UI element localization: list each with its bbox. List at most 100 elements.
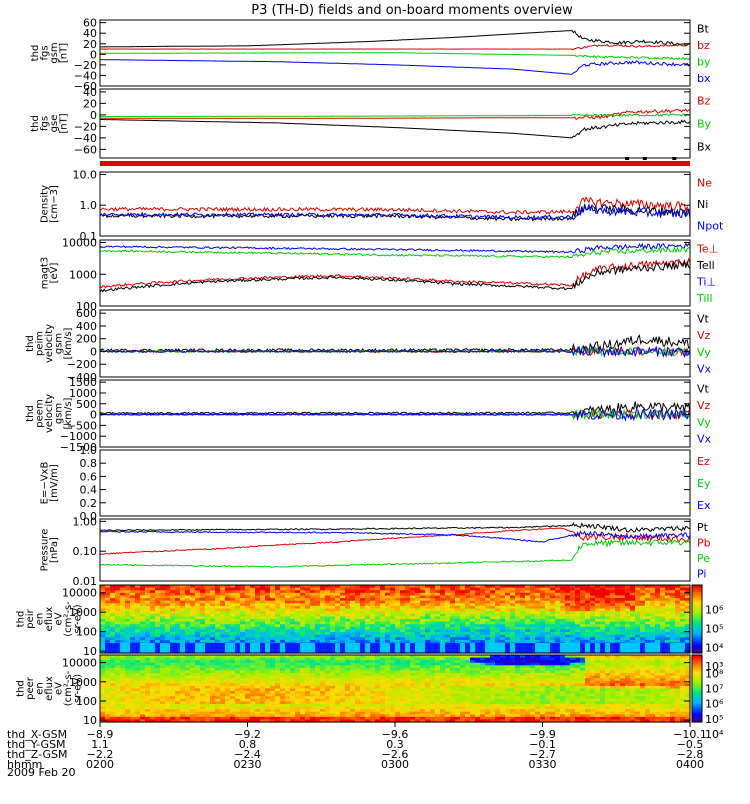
heatmap-cell [445, 643, 451, 653]
ytick-label-4-0: 10000 [62, 237, 97, 250]
heatmap-cell [555, 643, 561, 653]
heatmap-cell [575, 643, 581, 653]
legend-5-vz: Vz [697, 329, 711, 342]
heatmap-cell [270, 643, 276, 653]
heatmap-cell [155, 643, 161, 653]
heatmap-cell [420, 643, 426, 653]
heatmap-cell [245, 643, 251, 653]
ytick-label-4-1: 1000 [69, 268, 97, 281]
series-1-bt [100, 31, 690, 47]
heatmap-cell [610, 643, 616, 653]
legend-5-vt: Vt [697, 312, 710, 325]
heatmap-cell [660, 643, 666, 653]
ylabel-1-3: [nT] [58, 43, 69, 63]
series-3-ne [100, 197, 690, 214]
heatmap-cell [235, 643, 241, 653]
heatmap-cell [615, 643, 621, 653]
heatmap-cell [505, 643, 511, 653]
legend-6-vt: Vt [697, 382, 710, 395]
heatmap-cell [595, 643, 601, 653]
legend-8-pb: Pb [697, 536, 711, 549]
heatmap-cell [365, 643, 371, 653]
heatmap-cell [165, 643, 171, 653]
heatmap-cell [570, 643, 576, 653]
heatmap-cell [465, 643, 471, 653]
heatmap-cell [130, 643, 136, 653]
heatmap-cell [405, 643, 411, 653]
series-8-pt [100, 523, 690, 532]
heatmap-cell [305, 643, 311, 653]
ytick-label-8-0: 1.00 [73, 515, 98, 528]
legend-3-npot: Npot [697, 219, 724, 232]
ytick-label-5-3: 0 [90, 345, 97, 358]
heatmap-cell [630, 643, 636, 653]
heatmap-cell [395, 643, 401, 653]
heatmap-cell [260, 643, 266, 653]
heatmap-cell [430, 643, 436, 653]
heatmap-cell [425, 643, 431, 653]
heatmap-cell [510, 643, 516, 653]
ylabel-9-6: sr-eV) [73, 604, 84, 633]
heatmap-cell [200, 643, 206, 653]
heatmap-cell [175, 643, 181, 653]
heatmap-cell [110, 643, 116, 653]
series-1-bz [100, 44, 690, 50]
heatmap-cell [470, 643, 476, 653]
heatmap-cell [355, 643, 361, 653]
heatmap-cell [530, 643, 536, 653]
ylabel-8-1: [nPa] [49, 537, 60, 563]
heatmap-cell [435, 643, 441, 653]
legend-1-bt: Bt [697, 22, 710, 35]
legend-7-ey: Ey [697, 477, 711, 490]
legend-7-ex: Ex [697, 499, 711, 512]
legend-4-te⊥: Te⊥ [696, 242, 718, 255]
series-4-tell [100, 262, 690, 292]
heatmap-cell [460, 643, 466, 653]
heatmap-cell [525, 643, 531, 653]
heatmap-cell [170, 643, 176, 653]
legend-6-vx: Vx [697, 433, 712, 446]
legend-3-ne: Ne [697, 177, 712, 190]
heatmap-cell [665, 643, 671, 653]
colorbar-label-9-1: 10⁵ [705, 622, 723, 635]
legend-8-pt: Pt [697, 521, 709, 534]
ytick-label-7-0: 1.0 [80, 444, 98, 457]
mode-bar [100, 161, 690, 166]
heatmap-cell [145, 643, 151, 653]
panel-10: 10⁸10⁷10⁶10⁵10⁴10000100010010thdpeerenef… [16, 655, 724, 741]
heatmap-cell [350, 643, 356, 653]
legend-5-vx: Vx [697, 363, 712, 376]
legend-1-bx: bx [697, 72, 711, 85]
ylabel-5-4: [km/s] [63, 327, 74, 359]
heatmap-cell [325, 643, 331, 653]
series-1-bx [100, 60, 690, 75]
ytick-label-9-0: 10000 [62, 587, 97, 600]
heatmap-cell [675, 643, 681, 653]
heatmap-cell [450, 643, 456, 653]
heatmap-cell [215, 643, 221, 653]
legend-1-by: by [697, 55, 711, 68]
ytick-label-5-0: 600 [76, 307, 97, 320]
legend-5-vy: Vy [697, 346, 711, 359]
heatmap-cell [590, 643, 596, 653]
legend-4-till: Till [696, 292, 713, 305]
legend-6-vy: Vy [697, 416, 711, 429]
heatmap-cell [565, 643, 571, 653]
legend-1-bz: bz [697, 39, 710, 52]
heatmap-cell [140, 643, 146, 653]
figure-title: P3 (TH-D) fields and on-board moments ov… [251, 3, 573, 18]
heatmap-cell [455, 643, 461, 653]
heatmap-cell [230, 643, 236, 653]
heatmap-cell [265, 643, 271, 653]
legend-4-ti⊥: Ti⊥ [696, 275, 716, 288]
heatmap-cell [410, 643, 416, 653]
ytick-label-2-5: −60 [74, 143, 97, 156]
heatmap-cell [550, 643, 556, 653]
heatmap-cell [485, 643, 491, 653]
heatmap-cell [540, 643, 546, 653]
panel-4-frame [100, 240, 690, 306]
heatmap-cell [480, 643, 486, 653]
